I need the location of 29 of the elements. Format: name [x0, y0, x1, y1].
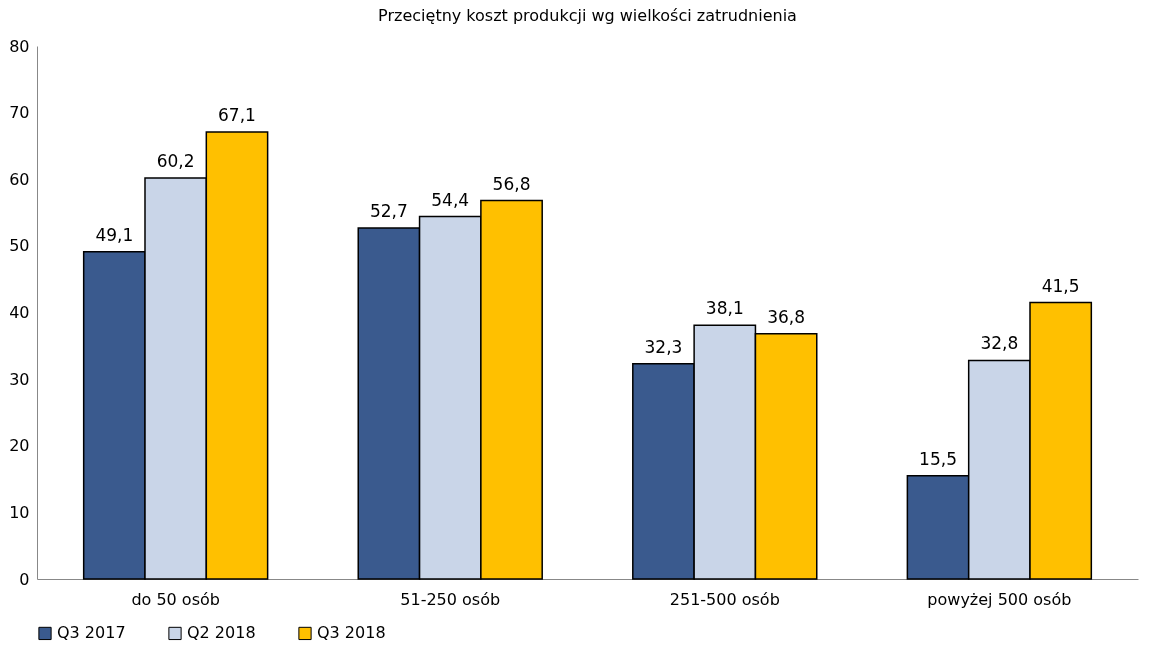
x-tick-label: powyżej 500 osób [927, 589, 1072, 609]
y-tick-label: 40 [9, 303, 30, 322]
data-label: 36,8 [767, 306, 806, 327]
data-label: 15,5 [919, 448, 957, 469]
x-tick-label: 251-500 osób [669, 589, 780, 609]
data-label: 52,7 [369, 200, 408, 221]
y-tick-label: 80 [9, 36, 30, 56]
y-tick-label: 20 [9, 436, 30, 456]
y-tick-label: 60 [9, 169, 30, 189]
data-label: 56,8 [492, 173, 531, 194]
legend-label: Q3 2018 [317, 623, 386, 643]
data-label: 67,1 [218, 104, 256, 125]
y-tick-label: 0 [19, 569, 30, 589]
y-tick-label: 70 [9, 103, 30, 123]
y-tick-label: 10 [9, 502, 30, 522]
y-tick-label: 50 [9, 236, 30, 256]
x-tick-label: 51-250 osób [400, 589, 501, 609]
legend-label: Q2 2018 [187, 623, 256, 643]
data-label: 41,5 [1041, 275, 1080, 296]
data-label: 60,2 [156, 150, 195, 171]
data-label: 32,3 [644, 336, 683, 357]
y-tick-label: 30 [9, 369, 30, 389]
data-label: 49,1 [95, 224, 134, 245]
legend-label: Q3 2017 [57, 623, 126, 643]
x-tick-label: do 50 osób [131, 589, 220, 609]
data-label: 54,4 [431, 189, 470, 210]
data-label: 38,1 [705, 298, 744, 319]
data-label: 32,8 [980, 333, 1019, 354]
chart-title: Przeciętny koszt produkcji wg wielkości zatrudnienia [378, 6, 797, 25]
